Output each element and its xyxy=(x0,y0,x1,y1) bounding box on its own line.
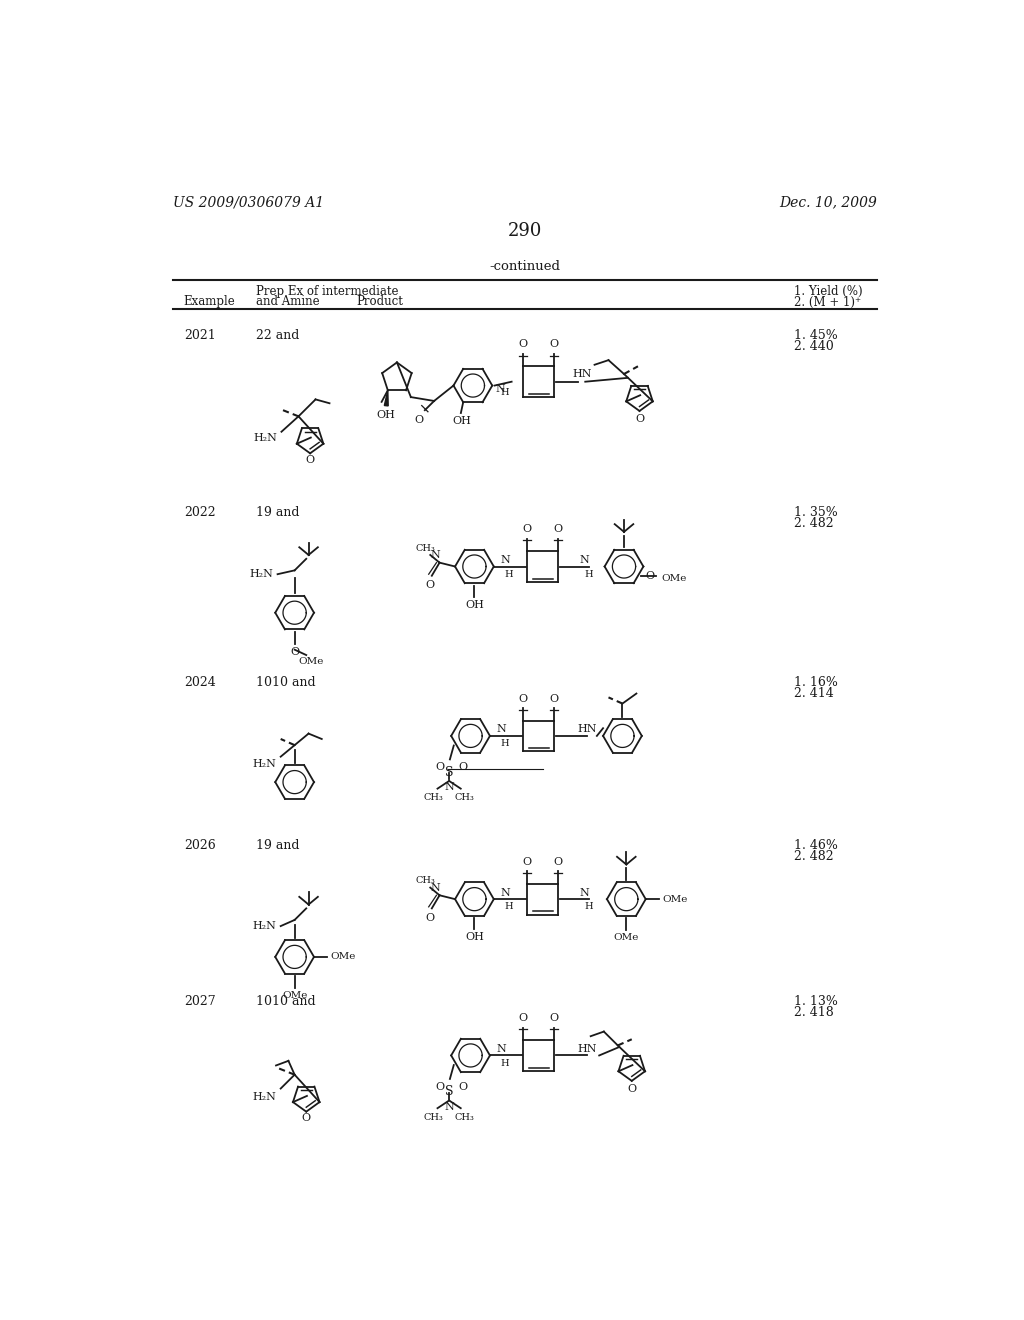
Text: N: N xyxy=(580,887,590,898)
Text: 1. 16%: 1. 16% xyxy=(795,676,839,689)
Text: OMe: OMe xyxy=(662,574,686,582)
Text: HN: HN xyxy=(578,725,597,734)
Text: 1. Yield (%): 1. Yield (%) xyxy=(795,285,863,298)
Text: 2. 482: 2. 482 xyxy=(795,517,835,531)
Text: N: N xyxy=(496,1044,506,1053)
Text: O: O xyxy=(554,524,562,535)
Text: 19 and: 19 and xyxy=(256,840,299,853)
Text: H: H xyxy=(585,570,593,578)
Text: O: O xyxy=(550,339,559,350)
Text: O: O xyxy=(290,647,299,656)
Text: 2. 418: 2. 418 xyxy=(795,1006,835,1019)
Text: CH₃: CH₃ xyxy=(424,1113,443,1122)
Text: H₂N: H₂N xyxy=(252,759,276,770)
Text: CH₃: CH₃ xyxy=(455,1113,474,1122)
Text: O: O xyxy=(435,763,444,772)
Text: O: O xyxy=(635,414,644,424)
Text: 2022: 2022 xyxy=(183,507,215,520)
Text: N: N xyxy=(444,783,454,792)
Text: OMe: OMe xyxy=(299,656,324,665)
Text: Prep Ex of intermediate: Prep Ex of intermediate xyxy=(256,285,398,298)
Text: N: N xyxy=(430,550,439,561)
Text: -continued: -continued xyxy=(489,260,560,273)
Text: O: O xyxy=(519,693,527,704)
Text: O: O xyxy=(459,1082,468,1092)
Text: O: O xyxy=(627,1084,636,1094)
Text: N: N xyxy=(580,554,590,565)
Text: O: O xyxy=(435,1082,444,1092)
Text: OH: OH xyxy=(453,416,471,426)
Text: OH: OH xyxy=(377,411,395,420)
Text: OH: OH xyxy=(465,932,484,942)
Text: S: S xyxy=(444,1085,454,1098)
Text: H₂N: H₂N xyxy=(253,433,276,444)
Text: N: N xyxy=(500,887,510,898)
Text: 1. 13%: 1. 13% xyxy=(795,995,839,1008)
Text: OMe: OMe xyxy=(331,953,355,961)
Text: 1. 35%: 1. 35% xyxy=(795,507,839,520)
Text: HN: HN xyxy=(572,370,592,379)
Text: 1. 46%: 1. 46% xyxy=(795,840,839,853)
Text: O: O xyxy=(550,1014,559,1023)
Text: H: H xyxy=(505,903,513,911)
Text: N: N xyxy=(500,554,510,565)
Text: H: H xyxy=(501,388,509,397)
Text: and Amine: and Amine xyxy=(256,296,319,309)
Text: 2024: 2024 xyxy=(183,676,215,689)
Text: O: O xyxy=(459,763,468,772)
Text: US 2009/0306079 A1: US 2009/0306079 A1 xyxy=(173,195,324,210)
Text: H: H xyxy=(501,1059,509,1068)
Text: O: O xyxy=(522,857,531,867)
Text: O: O xyxy=(522,524,531,535)
Text: 2. 440: 2. 440 xyxy=(795,341,835,354)
Text: H: H xyxy=(505,570,513,578)
Text: O: O xyxy=(414,414,423,425)
Text: N: N xyxy=(496,725,506,734)
Text: H: H xyxy=(501,739,509,748)
Text: O: O xyxy=(302,1113,311,1123)
Text: N: N xyxy=(430,883,439,892)
Text: HN: HN xyxy=(578,1044,597,1053)
Text: CH₃: CH₃ xyxy=(416,544,435,553)
Text: CH₃: CH₃ xyxy=(455,793,474,803)
Text: 2021: 2021 xyxy=(183,330,215,342)
Text: Product: Product xyxy=(356,296,403,309)
Text: O: O xyxy=(550,693,559,704)
Text: 22 and: 22 and xyxy=(256,330,299,342)
Text: OH: OH xyxy=(465,599,484,610)
Text: 2. 414: 2. 414 xyxy=(795,686,835,700)
Text: 19 and: 19 and xyxy=(256,507,299,520)
Text: Example: Example xyxy=(183,296,236,309)
Text: Dec. 10, 2009: Dec. 10, 2009 xyxy=(779,195,877,210)
Text: N: N xyxy=(444,1102,454,1111)
Text: O: O xyxy=(554,857,562,867)
Text: 1. 45%: 1. 45% xyxy=(795,330,839,342)
Text: H₂N: H₂N xyxy=(252,921,276,931)
Text: 2. 482: 2. 482 xyxy=(795,850,835,863)
Text: O: O xyxy=(305,455,314,465)
Text: O: O xyxy=(519,1014,527,1023)
Text: O: O xyxy=(426,913,435,923)
Text: 290: 290 xyxy=(508,222,542,239)
Text: O: O xyxy=(646,570,654,581)
Text: OMe: OMe xyxy=(282,991,307,999)
Text: CH₃: CH₃ xyxy=(416,876,435,886)
Text: 1010 and: 1010 and xyxy=(256,995,315,1008)
Text: 1010 and: 1010 and xyxy=(256,676,315,689)
Text: OMe: OMe xyxy=(662,895,687,904)
Text: H₂N: H₂N xyxy=(249,569,273,579)
Text: H₂N: H₂N xyxy=(252,1092,276,1102)
Text: O: O xyxy=(519,339,527,350)
Polygon shape xyxy=(384,391,388,407)
Text: 2. (M + 1)⁺: 2. (M + 1)⁺ xyxy=(795,296,861,309)
Text: N: N xyxy=(496,384,505,393)
Text: S: S xyxy=(444,766,454,779)
Text: O: O xyxy=(426,581,435,590)
Text: 2026: 2026 xyxy=(183,840,215,853)
Text: H: H xyxy=(585,903,593,911)
Text: 2027: 2027 xyxy=(183,995,215,1008)
Text: OMe: OMe xyxy=(613,933,639,942)
Text: CH₃: CH₃ xyxy=(424,793,443,803)
